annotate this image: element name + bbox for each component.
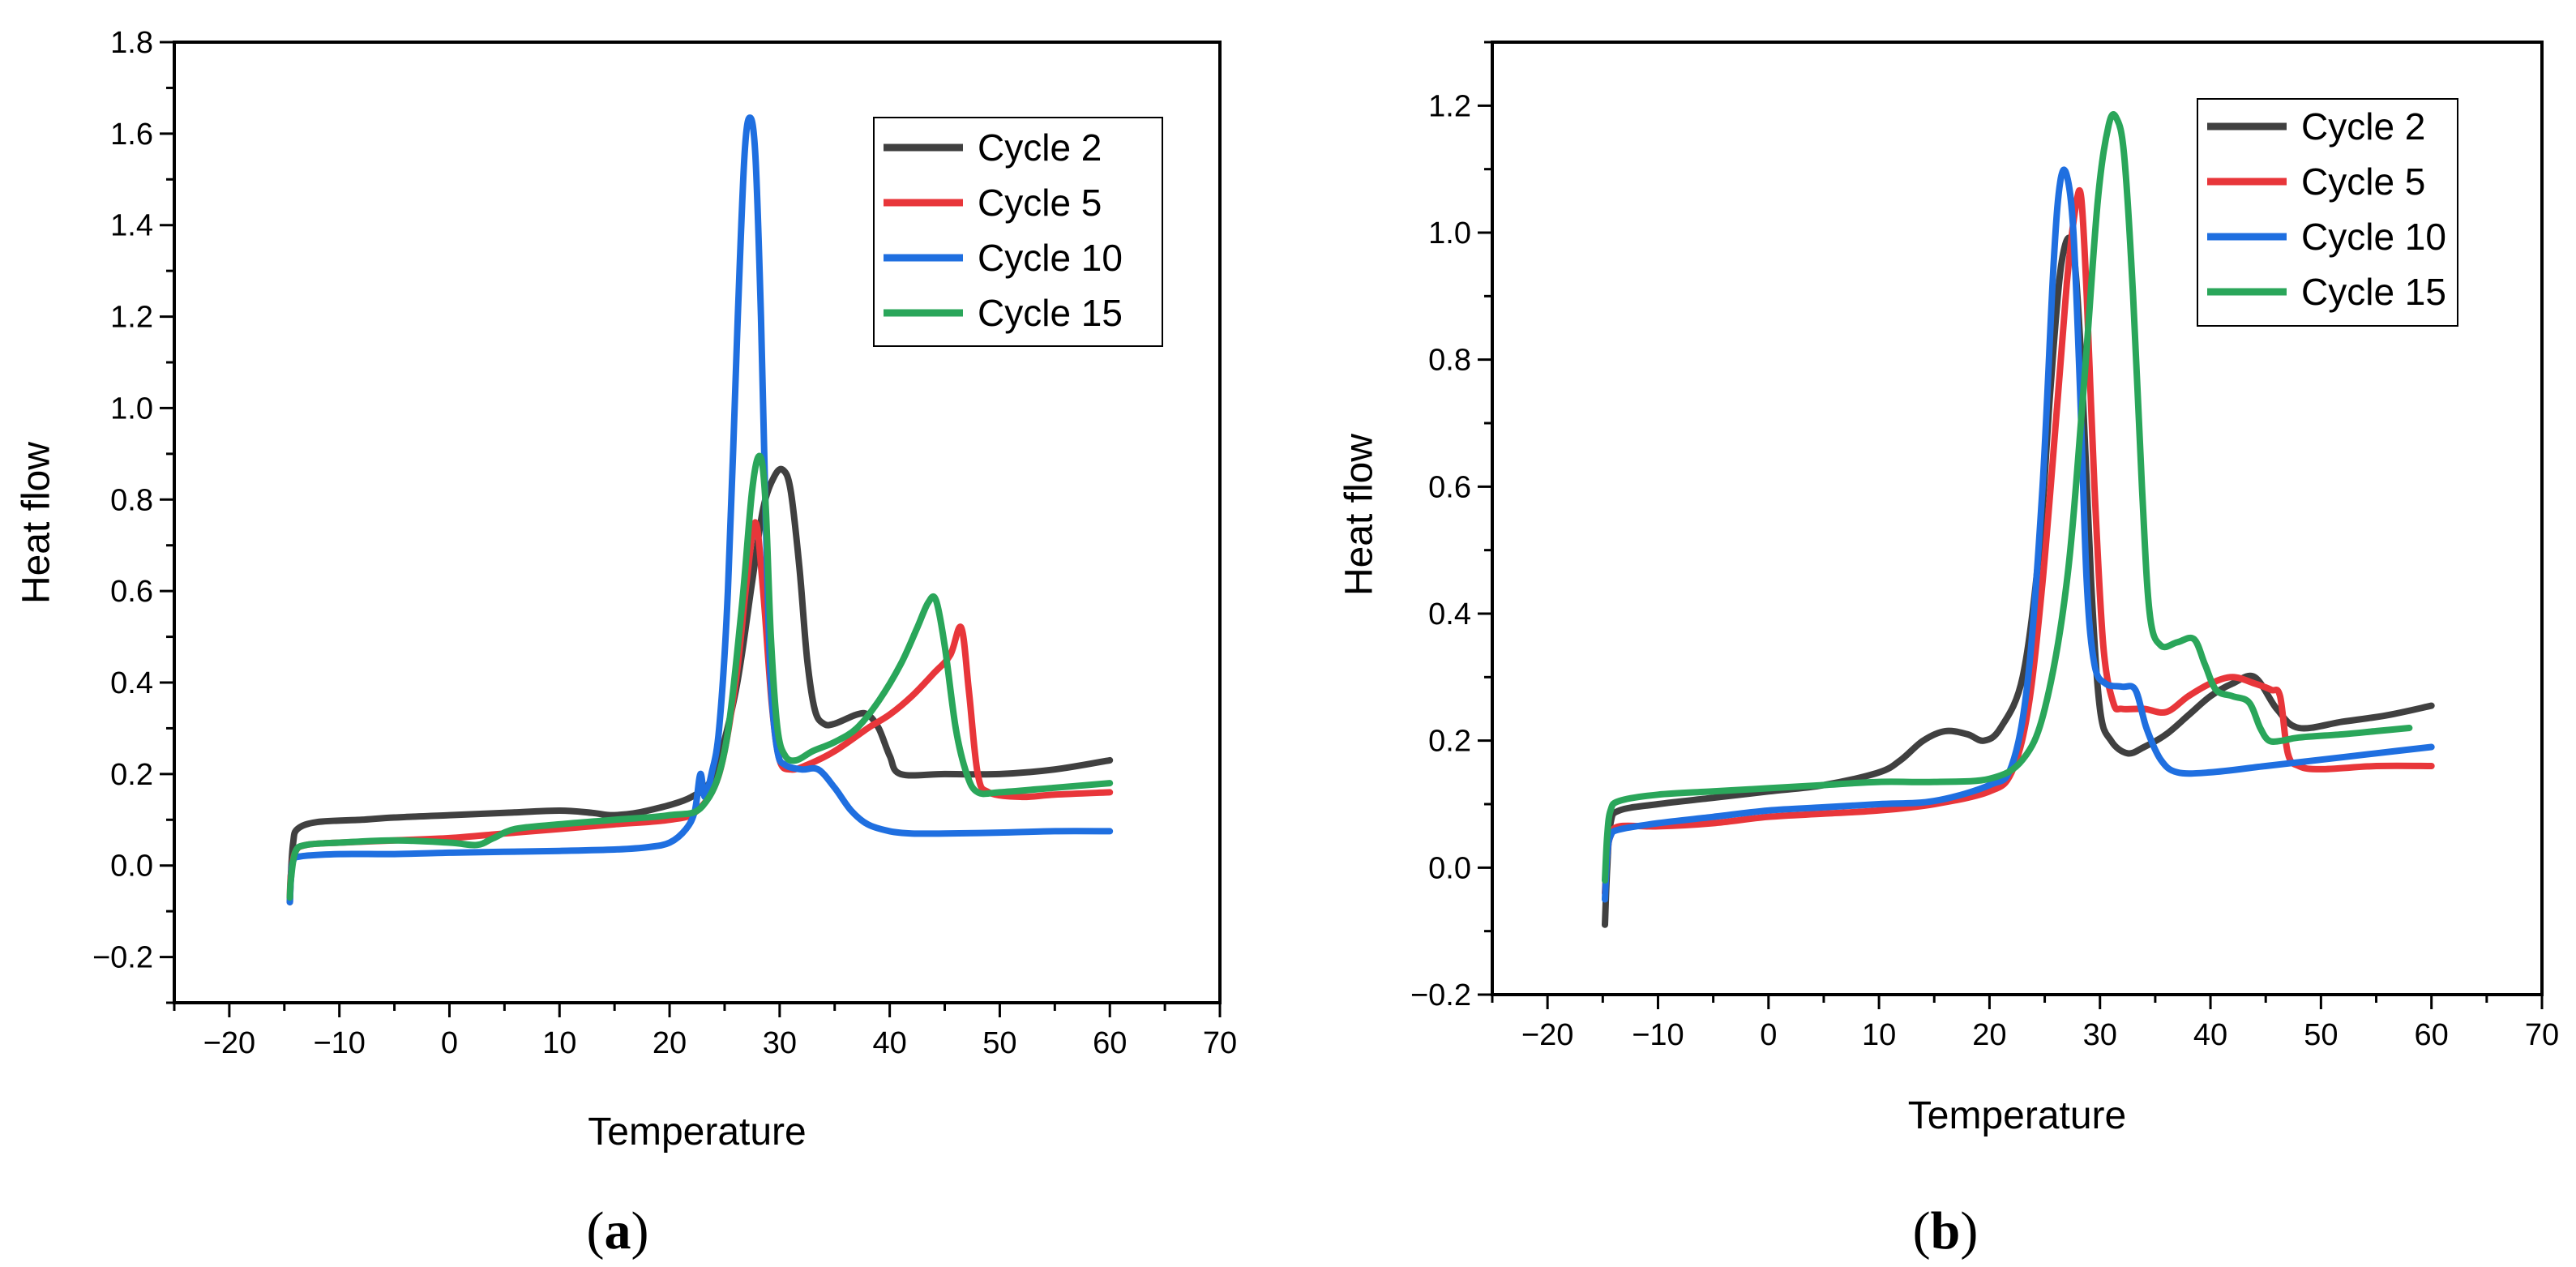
x-tick-label: 70 xyxy=(1203,1026,1237,1060)
series-line-cycle-5 xyxy=(1602,186,2435,897)
x-tick-label: 40 xyxy=(2193,1018,2227,1052)
legend-box xyxy=(2197,98,2458,327)
y-tick-label: 1.2 xyxy=(110,301,153,335)
y-tick-label: 1.6 xyxy=(110,118,153,152)
panel-label-letter: b xyxy=(1931,1201,1961,1261)
legend-entry: Cycle 15 xyxy=(2301,271,2446,313)
panel-label: (b) xyxy=(1913,1201,1979,1261)
legend-entry: Cycle 10 xyxy=(2301,216,2446,258)
y-tick-label: 0.6 xyxy=(1428,470,1471,504)
x-tick-label: 20 xyxy=(653,1026,687,1060)
legend: Cycle 2 Cycle 5 Cycle 10 Cycle 15 xyxy=(2197,98,2458,327)
panel-label-close: ) xyxy=(1960,1201,1978,1261)
x-tick-label: 60 xyxy=(2415,1018,2449,1052)
legend-entry: Cycle 5 xyxy=(978,182,1102,224)
legend-entry: Cycle 10 xyxy=(978,237,1123,279)
plot-frame xyxy=(173,41,1222,1004)
series-line-cycle-10 xyxy=(1602,166,2435,903)
x-tick-label: 60 xyxy=(1093,1026,1127,1060)
y-tick-label: −0.2 xyxy=(1410,978,1471,1012)
y-tick-label: 0.4 xyxy=(1428,597,1471,631)
panel-label-letter: a xyxy=(605,1201,631,1261)
series-line-cycle-5 xyxy=(286,519,1114,901)
x-tick-label: 50 xyxy=(982,1026,1016,1060)
legend-entry: Cycle 2 xyxy=(2301,105,2425,148)
legend-box xyxy=(873,117,1163,347)
legend: Cycle 2 Cycle 5 Cycle 10 Cycle 15 xyxy=(873,117,1163,347)
y-tick-label: 1.0 xyxy=(110,392,153,426)
x-tick-label: 0 xyxy=(1760,1018,1777,1052)
x-tick-label: −20 xyxy=(203,1026,255,1060)
y-axis-title: Heat flow xyxy=(15,442,58,604)
series-line-cycle-15 xyxy=(286,452,1114,901)
x-tick-label: −10 xyxy=(1632,1018,1684,1052)
y-tick-label: 1.2 xyxy=(1428,89,1471,123)
chart-panel-b: −20 −10 0 10 20 30 40 50 60 70 −0.2 0.0 0.2 0.4 0.6 0.8… xyxy=(1338,41,2559,1261)
x-tick-label: 10 xyxy=(542,1026,576,1060)
x-tick-label: −10 xyxy=(313,1026,365,1060)
y-axis-title: Heat flow xyxy=(1338,434,1381,596)
x-tick-label: 70 xyxy=(2525,1018,2559,1052)
x-tick-label: 40 xyxy=(872,1026,906,1060)
y-tick-label: 0.8 xyxy=(1428,344,1471,378)
y-tick-label: 0.8 xyxy=(110,483,153,517)
y-tick-label: 1.0 xyxy=(1428,216,1471,250)
legend-entry: Cycle 5 xyxy=(2301,161,2425,203)
y-tick-label: 0.0 xyxy=(110,850,153,884)
x-axis-title: Temperature xyxy=(1908,1094,2126,1137)
x-tick-label: 0 xyxy=(441,1026,458,1060)
series-line-cycle-10 xyxy=(286,114,1114,905)
legend-entry: Cycle 2 xyxy=(978,126,1102,169)
x-tick-label: 30 xyxy=(2083,1018,2117,1052)
panel-label-close: ) xyxy=(631,1201,649,1261)
y-tick-label: 1.4 xyxy=(110,209,153,243)
series-line-cycle-2 xyxy=(286,465,1114,905)
x-axis-title: Temperature xyxy=(588,1111,806,1154)
y-tick-label: 1.8 xyxy=(110,26,153,60)
panel-label: (a) xyxy=(587,1201,649,1261)
y-tick-label: 0.2 xyxy=(110,758,153,792)
y-tick-label: 0.0 xyxy=(1428,851,1471,885)
x-tick-label: −20 xyxy=(1521,1018,1573,1052)
series-line-cycle-15 xyxy=(1602,111,2413,884)
y-tick-label: 0.4 xyxy=(110,666,153,700)
x-tick-label: 20 xyxy=(1972,1018,2006,1052)
y-tick-label: 0.2 xyxy=(1428,725,1471,759)
panel-label-open: ( xyxy=(587,1201,605,1261)
x-tick-label: 30 xyxy=(763,1026,797,1060)
x-tick-label: 10 xyxy=(1862,1018,1896,1052)
legend-entry: Cycle 15 xyxy=(978,292,1123,334)
panel-label-open: ( xyxy=(1913,1201,1931,1261)
x-tick-label: 50 xyxy=(2304,1018,2338,1052)
y-tick-label: 0.6 xyxy=(110,575,153,609)
y-tick-label: −0.2 xyxy=(92,941,153,975)
chart-panel-a: −20 −10 0 10 20 30 40 50 60 70 −0.2 0.0 0.2 0.4 0.6 0.8… xyxy=(15,26,1237,1261)
plot-frame xyxy=(1491,41,2544,996)
